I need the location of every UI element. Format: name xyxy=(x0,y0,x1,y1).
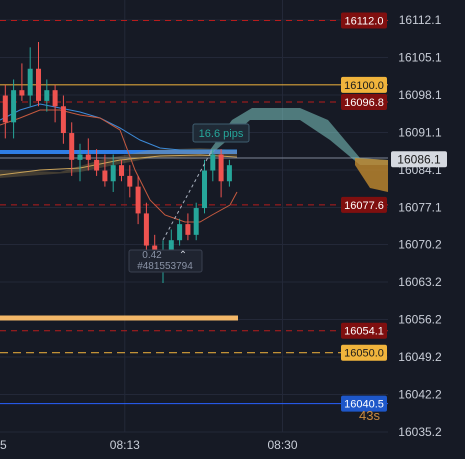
price-badge-red xyxy=(341,93,387,110)
candle-body[interactable] xyxy=(119,165,124,176)
candle-body[interactable] xyxy=(11,90,17,123)
price-badge-red xyxy=(341,196,387,213)
pips-label: 16.6 pips xyxy=(199,128,244,140)
order-info-box[interactable] xyxy=(128,249,203,273)
chevron-up-icon[interactable]: ⌃ xyxy=(179,250,187,261)
candle-body[interactable] xyxy=(110,165,116,182)
price-badge-label: 16054.1 xyxy=(344,326,384,338)
cloud-up-area xyxy=(210,108,388,165)
measure-tool[interactable]: 16.6 pips 0.42 ⌃ #481553794 xyxy=(128,123,250,273)
candle-body[interactable] xyxy=(143,213,149,246)
candlesticks[interactable] xyxy=(0,41,232,284)
chart-grid xyxy=(0,0,388,433)
price-tick-label: 16042.2 xyxy=(398,387,442,401)
candle-body[interactable] xyxy=(19,90,25,96)
price-badge-label: 16096.8 xyxy=(344,97,384,109)
time-axis[interactable]: 5 08:13 08:30 xyxy=(0,438,298,452)
price-badge-orange xyxy=(341,76,387,93)
lagging-line xyxy=(0,154,238,176)
price-badge-red xyxy=(341,12,387,29)
measure-line xyxy=(162,149,213,241)
candle-body[interactable] xyxy=(44,90,50,101)
price-badge-label: 16100.0 xyxy=(344,80,384,92)
candle-body[interactable] xyxy=(77,154,83,160)
order-value-label: 0.42 xyxy=(142,250,162,261)
countdown-timer: 43s xyxy=(359,408,380,423)
candle-body[interactable] xyxy=(226,165,232,182)
candle-body[interactable] xyxy=(168,240,174,251)
order-lines xyxy=(0,20,388,405)
price-badge-red xyxy=(341,322,387,339)
price-badge-current xyxy=(391,151,447,168)
pips-badge xyxy=(192,123,250,143)
candle-body[interactable] xyxy=(52,90,58,107)
order-id-label: #481553794 xyxy=(137,261,193,272)
price-tick-label: 16063.2 xyxy=(398,275,442,289)
price-axis[interactable]: 16112.116105.116098.116091.116084.116077… xyxy=(398,13,442,439)
time-label-partial: 5 xyxy=(0,438,7,452)
price-badge-orange xyxy=(341,344,387,361)
price-badge-label: 16086.1 xyxy=(397,152,441,166)
price-badge-label: 16112.0 xyxy=(345,16,384,28)
price-badge-blue xyxy=(341,395,387,412)
baseline-line xyxy=(0,103,237,151)
candle-body[interactable] xyxy=(127,175,133,187)
candle-body[interactable] xyxy=(210,154,216,171)
candle-body[interactable] xyxy=(102,170,108,182)
candle-body[interactable] xyxy=(60,106,66,134)
candle-body[interactable] xyxy=(27,68,33,96)
price-tick-label: 16077.1 xyxy=(398,201,442,215)
candle-body[interactable] xyxy=(218,154,224,182)
candle-body[interactable] xyxy=(94,159,100,171)
price-labels: 16112.0 16100.0 16096.8 16086.1 16077.6 16054… xyxy=(341,12,447,412)
candle-body[interactable] xyxy=(2,95,8,123)
time-tick-label: 08:13 xyxy=(110,438,140,452)
price-tick-label: 16098.1 xyxy=(398,88,442,102)
price-badge-label: 16040.5 xyxy=(344,399,384,411)
price-badge-label: 16050.0 xyxy=(344,348,384,360)
candle-body[interactable] xyxy=(135,186,141,214)
price-tick-label: 16035.2 xyxy=(398,425,442,439)
candle-body[interactable] xyxy=(36,68,41,101)
candle-body[interactable] xyxy=(193,208,199,235)
candle-body[interactable] xyxy=(202,170,207,209)
price-tick-label: 16112.1 xyxy=(399,13,442,27)
price-tick-label: 16049.2 xyxy=(398,350,442,364)
candle-body[interactable] xyxy=(69,133,75,160)
candle-body[interactable] xyxy=(185,224,191,235)
candle-body[interactable] xyxy=(85,154,91,160)
price-badge-label: 16077.6 xyxy=(344,200,384,212)
price-tick-label: 16091.1 xyxy=(398,126,442,140)
cloud-down-area xyxy=(355,158,388,192)
candle-body[interactable] xyxy=(177,224,183,241)
price-tick-label: 16056.2 xyxy=(398,312,442,326)
price-tick-label: 16070.2 xyxy=(398,237,442,251)
time-tick-label: 08:30 xyxy=(267,438,297,452)
price-tick-label: 16105.1 xyxy=(398,51,442,65)
